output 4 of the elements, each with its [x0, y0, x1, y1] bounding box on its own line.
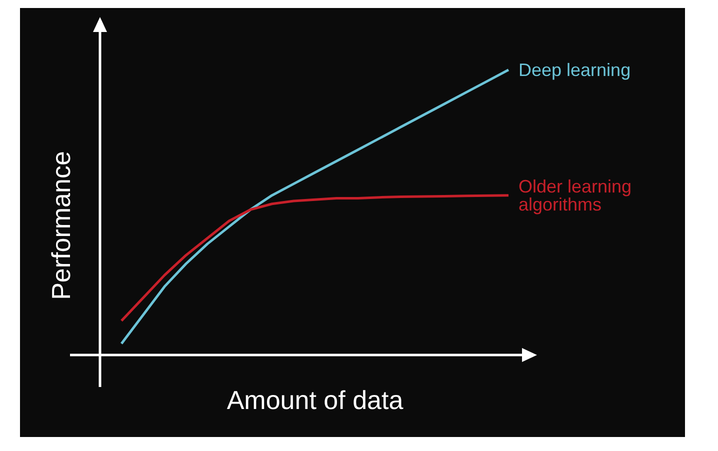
series-label: Deep learning	[518, 60, 631, 80]
x-axis-title: Amount of data	[226, 385, 404, 415]
series-label: Older learning algorithms	[518, 176, 637, 214]
y-axis-title: Performance	[46, 151, 76, 300]
